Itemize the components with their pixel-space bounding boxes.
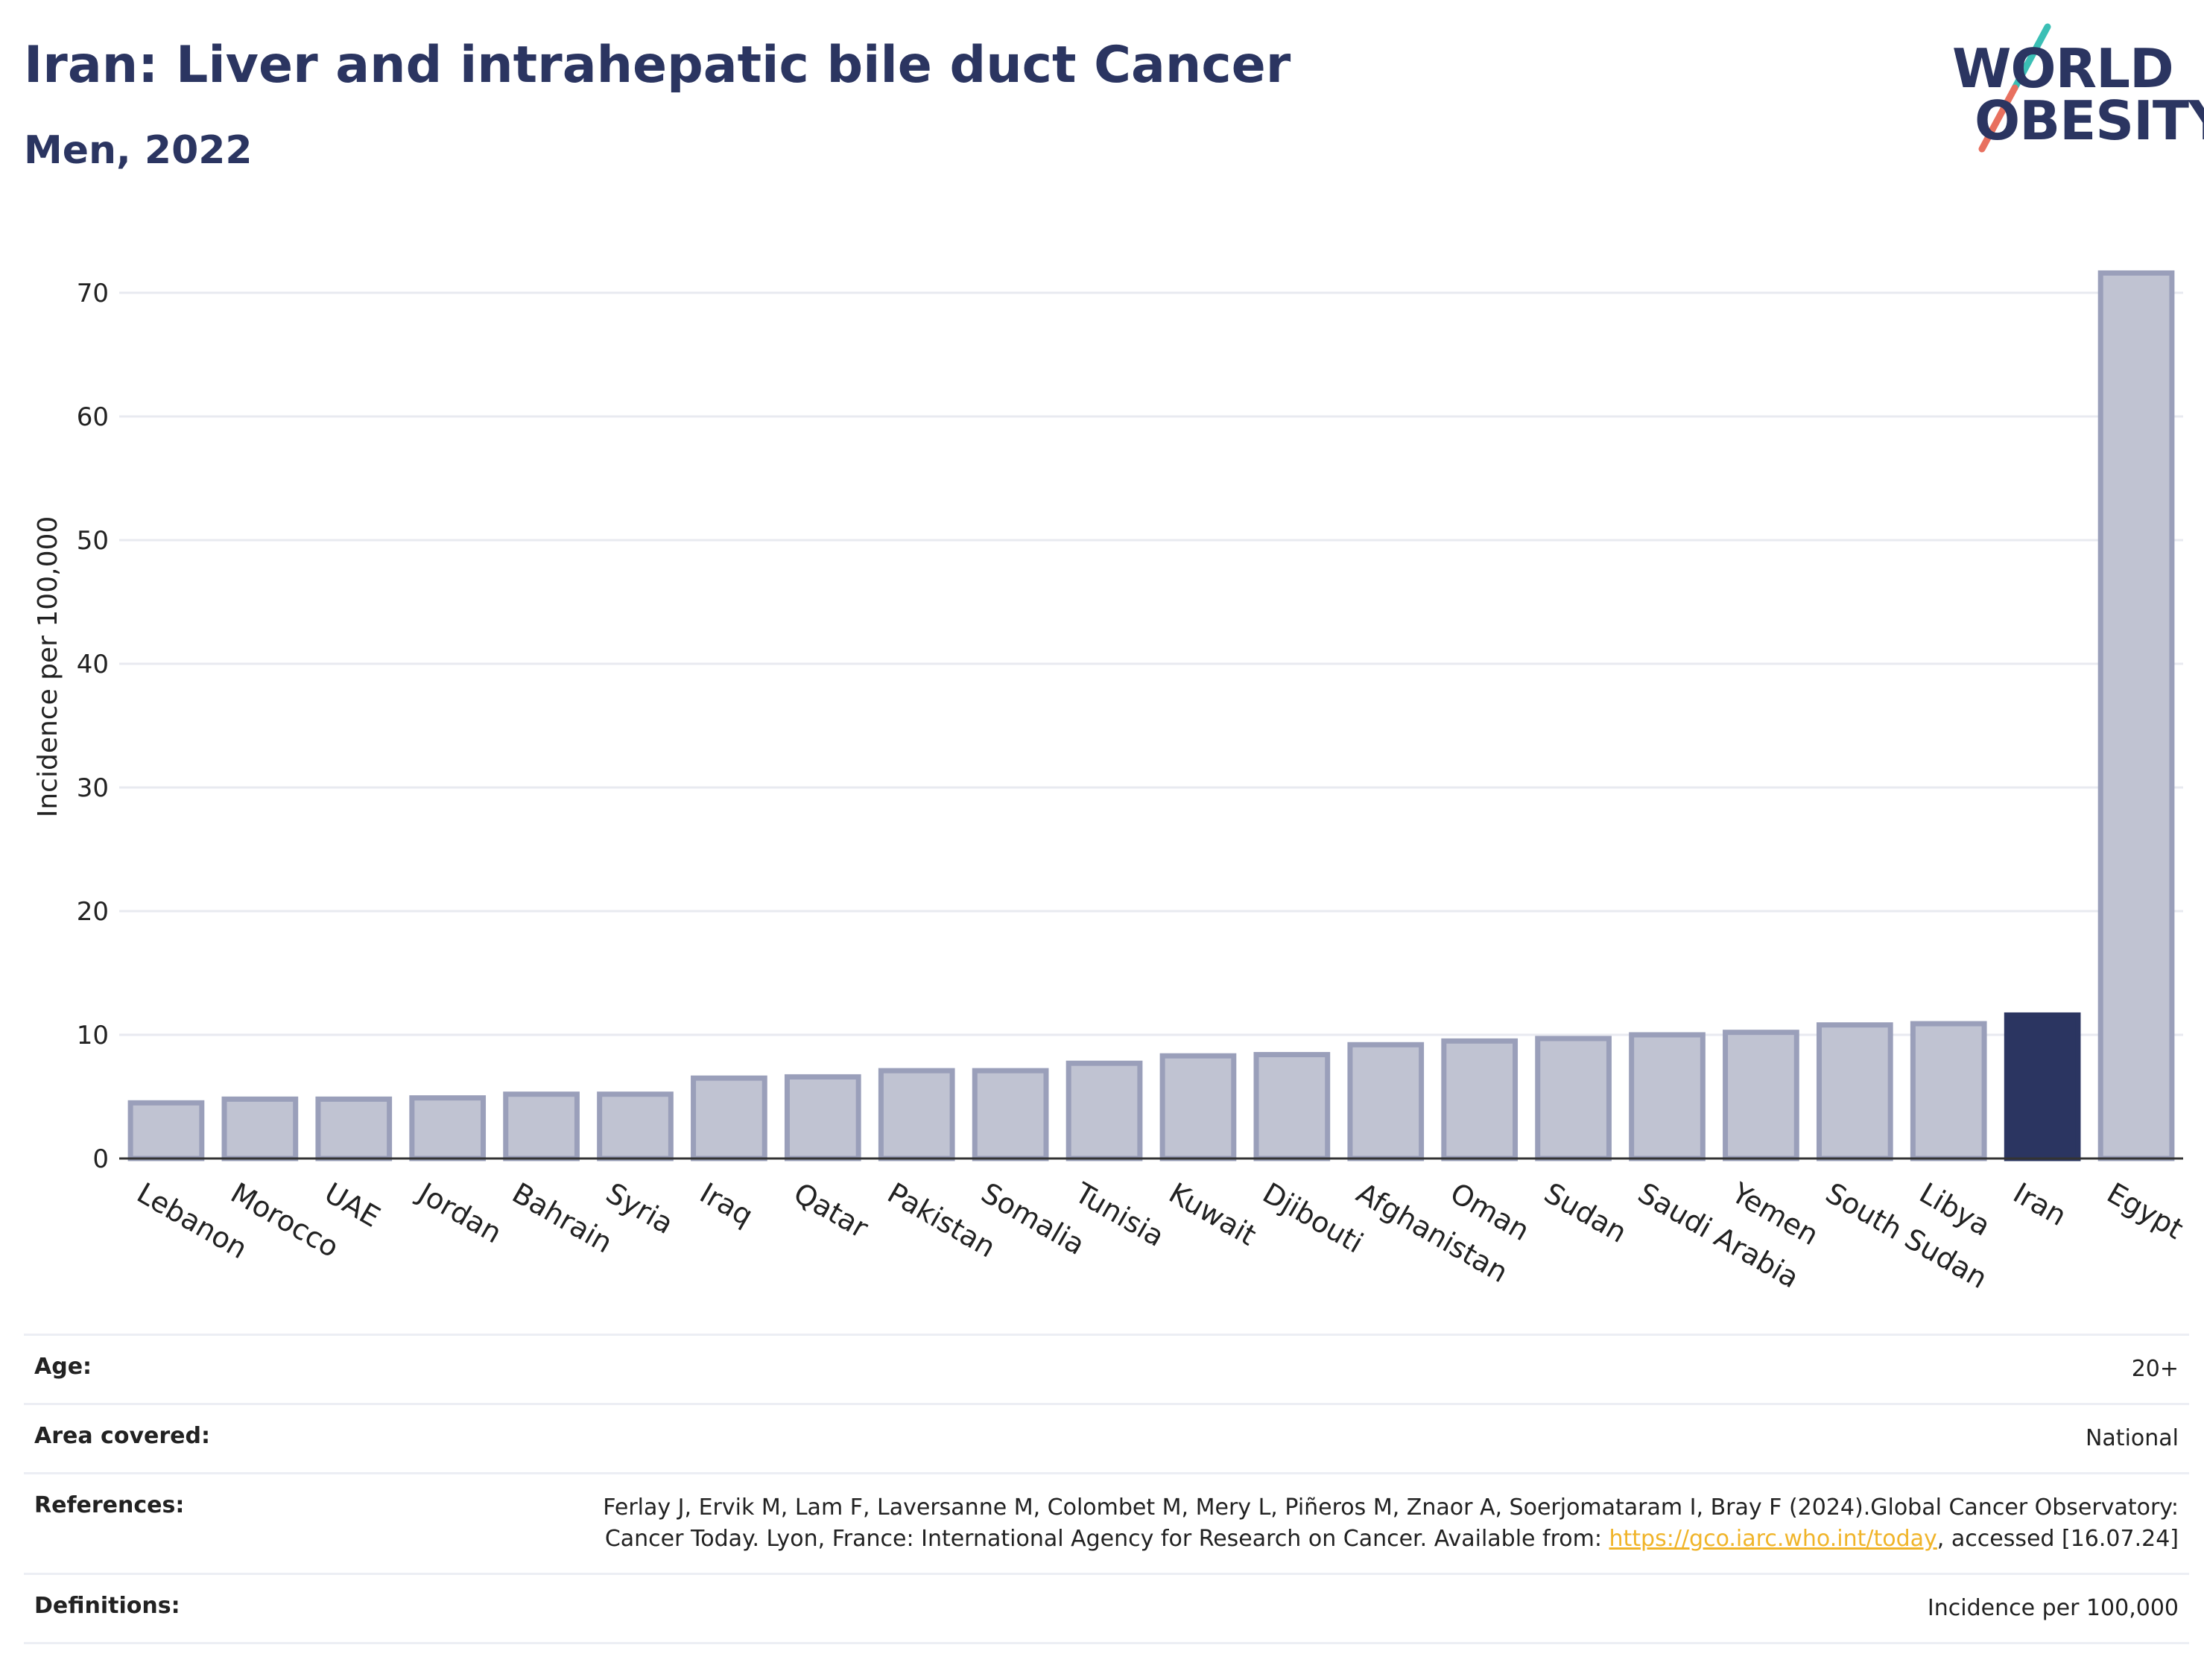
bar-qatar: [784, 1074, 861, 1161]
x-tick-label: Pakistan: [882, 1176, 1001, 1264]
logo-slash-icon: [1978, 23, 2051, 153]
x-tick-label: Bahrain: [507, 1176, 618, 1260]
bar-jordan: [409, 1095, 487, 1161]
x-tick-label: Saudi Arabia: [1633, 1176, 1805, 1295]
info-value: Incidence per 100,000: [1927, 1595, 2179, 1621]
y-axis-ticks: 0 10 20 30 40 50 60 70: [77, 279, 109, 1174]
chart-bars: [127, 270, 2175, 1161]
info-label: Age:: [34, 1354, 92, 1380]
page-title: Iran: Liver and intrahepatic bile duct C…: [24, 36, 1291, 95]
bar-pakistan: [878, 1068, 955, 1161]
info-row-area: Area covered: National: [24, 1403, 2189, 1472]
bar-syria: [597, 1091, 674, 1161]
bar-lebanon: [127, 1100, 205, 1161]
bar-uae: [315, 1096, 393, 1161]
bar-sudan: [1535, 1036, 1612, 1161]
y-tick-label: 0: [92, 1144, 109, 1174]
bar-morocco: [221, 1096, 299, 1161]
references-text: Ferlay J, Ervik M, Lam F, Laversanne M, …: [539, 1492, 2179, 1555]
bar-yemen: [1723, 1030, 1799, 1161]
info-label: Definitions:: [34, 1593, 180, 1619]
bar-bahrain: [503, 1091, 580, 1161]
info-label: References:: [34, 1492, 185, 1518]
bar-oman: [1441, 1038, 1519, 1161]
info-row-definitions: Definitions: Incidence per 100,000: [24, 1573, 2189, 1644]
y-tick-label: 70: [77, 279, 109, 308]
chart-grid: [119, 291, 2183, 1036]
info-row-references: References: Ferlay J, Ervik M, Lam F, La…: [24, 1472, 2189, 1573]
x-tick-label: Djibouti: [1257, 1176, 1369, 1260]
bar-egypt: [2097, 270, 2175, 1161]
references-link[interactable]: https://gco.iarc.who.int/today: [1609, 1526, 1937, 1552]
x-tick-label: Iran: [2008, 1176, 2072, 1232]
x-tick-label: Kuwait: [1163, 1176, 1261, 1252]
y-tick-label: 40: [77, 650, 109, 679]
info-value: National: [2085, 1425, 2179, 1451]
x-tick-label: Egypt: [2102, 1176, 2189, 1246]
bar-djibouti: [1253, 1052, 1331, 1161]
bar-saudi-arabia: [1629, 1032, 1706, 1161]
x-tick-label: Qatar: [788, 1176, 874, 1245]
y-tick-label: 60: [77, 402, 109, 432]
logo-line-2: OBESITY: [1975, 89, 2204, 152]
x-tick-label: South Sudan: [1820, 1176, 1993, 1295]
bar-libya: [1910, 1021, 1987, 1161]
y-tick-label: 20: [77, 897, 109, 927]
x-tick-label: UAE: [319, 1176, 385, 1234]
y-tick-label: 10: [77, 1021, 109, 1050]
y-axis-label: Incidence per 100,000: [33, 516, 63, 818]
references-text-before: Ferlay J, Ervik M, Lam F, Laversanne M, …: [603, 1494, 2179, 1552]
info-label: Area covered:: [34, 1423, 210, 1449]
info-value: 20+: [2131, 1356, 2179, 1382]
bar-afghanistan: [1347, 1042, 1425, 1161]
bar-kuwait: [1159, 1053, 1237, 1161]
bar-south-sudan: [1816, 1022, 1893, 1161]
x-tick-label: Sudan: [1539, 1176, 1633, 1249]
x-tick-label: Jordan: [411, 1176, 507, 1250]
y-tick-label: 30: [77, 773, 109, 803]
bar-iran: [2004, 1012, 2081, 1161]
info-row-age: Age: 20+: [24, 1334, 2189, 1403]
page-subtitle: Men, 2022: [24, 128, 253, 173]
bar-iraq: [691, 1075, 767, 1161]
logo-line-1: WORLD: [1952, 37, 2174, 100]
bar-tunisia: [1065, 1060, 1143, 1161]
references-text-after: , accessed [16.07.24]: [1937, 1526, 2179, 1552]
world-obesity-logo: WORLD OBESITY: [1937, 22, 2204, 156]
bar-somalia: [972, 1068, 1049, 1161]
x-tick-label: Iraq: [694, 1176, 759, 1232]
info-table: Age: 20+ Area covered: National Referenc…: [24, 1334, 2189, 1644]
y-tick-label: 50: [77, 526, 109, 556]
